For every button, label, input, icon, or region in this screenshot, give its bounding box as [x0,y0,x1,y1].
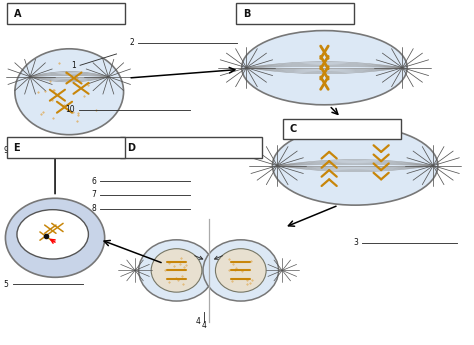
Ellipse shape [273,126,438,205]
Text: 4: 4 [201,321,206,330]
Text: 1: 1 [72,61,76,70]
FancyBboxPatch shape [7,137,125,158]
Ellipse shape [139,240,214,301]
Text: 7: 7 [91,190,96,199]
Ellipse shape [151,249,202,292]
Ellipse shape [242,31,407,105]
Ellipse shape [15,49,124,135]
Text: 8: 8 [91,204,96,213]
Text: 2: 2 [129,38,134,47]
Text: C: C [290,124,297,134]
Text: 3: 3 [354,238,358,247]
Ellipse shape [5,198,105,277]
Text: 10: 10 [65,106,75,115]
Text: 5: 5 [4,280,9,289]
Text: 6: 6 [91,177,96,186]
FancyBboxPatch shape [236,3,354,24]
Text: 4: 4 [195,317,200,326]
Text: A: A [13,9,21,19]
FancyBboxPatch shape [7,3,125,24]
Ellipse shape [216,249,266,292]
Text: B: B [243,9,250,19]
Text: 9: 9 [4,146,9,155]
FancyBboxPatch shape [120,137,262,158]
Text: D: D [127,142,135,152]
FancyBboxPatch shape [283,119,401,139]
Ellipse shape [17,210,89,259]
Ellipse shape [203,240,279,301]
Text: E: E [13,142,20,152]
